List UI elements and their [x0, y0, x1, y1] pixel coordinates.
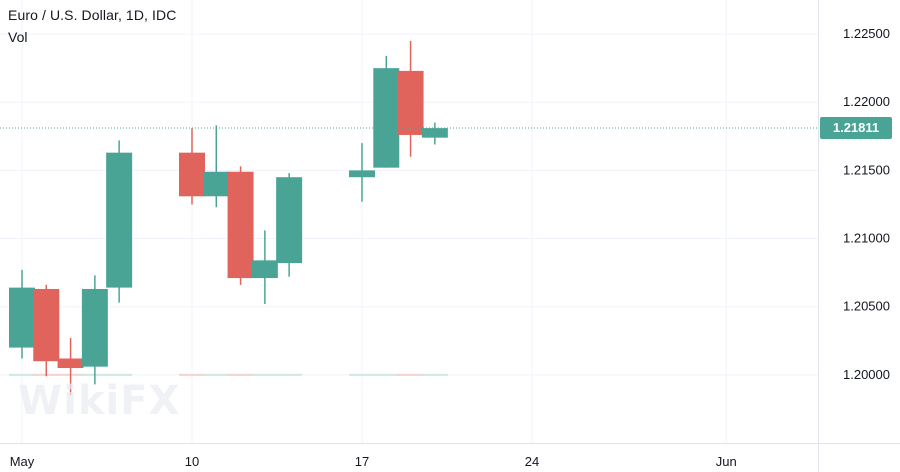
x-tick-label: 10 [185, 454, 199, 469]
candle-body-down [227, 171, 254, 279]
candle-body-up [276, 177, 303, 264]
candle-body-up [106, 152, 133, 288]
volume-bar [251, 373, 278, 376]
candle-body-down [57, 358, 84, 369]
x-tick-label: 24 [525, 454, 539, 469]
candle-body-up [373, 68, 400, 168]
y-tick-label: 1.21000 [843, 231, 890, 246]
y-tick-label: 1.21500 [843, 162, 890, 177]
y-tick-label: 1.22000 [843, 94, 890, 109]
x-tick-label: Jun [716, 454, 737, 469]
chart-legend: Euro / U.S. Dollar, 1D, IDC Vol [8, 4, 176, 48]
volume-label[interactable]: Vol [8, 29, 28, 45]
volume-bar [349, 373, 375, 376]
watermark-logo: WikiFX [18, 378, 181, 424]
candle-body-down [179, 152, 205, 197]
y-tick-label: 1.22500 [843, 26, 890, 41]
volume-bar [397, 373, 424, 376]
volume-bar [179, 373, 205, 376]
volume-bar [106, 373, 133, 376]
x-tick-label: 17 [355, 454, 369, 469]
candle-body-down [33, 288, 60, 362]
y-tick-label: 1.20000 [843, 367, 890, 382]
candle-body-up [421, 128, 448, 138]
last-price-badge: 1.21811 [820, 117, 892, 139]
volume-bar [373, 373, 400, 376]
volume-bar [421, 373, 448, 376]
candle-body-up [251, 260, 278, 279]
x-tick-label: May [10, 454, 35, 469]
candle-body-up [9, 287, 35, 348]
volume-bar [227, 373, 254, 376]
candle-body-up [349, 170, 375, 178]
volume-bar [203, 373, 230, 376]
symbol-title[interactable]: Euro / U.S. Dollar, 1D, IDC [8, 7, 177, 23]
candle-body-up [203, 171, 230, 197]
volume-bar [9, 373, 35, 376]
candle-body-down [397, 70, 424, 135]
volume-bar [276, 373, 303, 376]
y-tick-label: 1.20500 [843, 299, 890, 314]
candle-body-up [81, 288, 108, 367]
